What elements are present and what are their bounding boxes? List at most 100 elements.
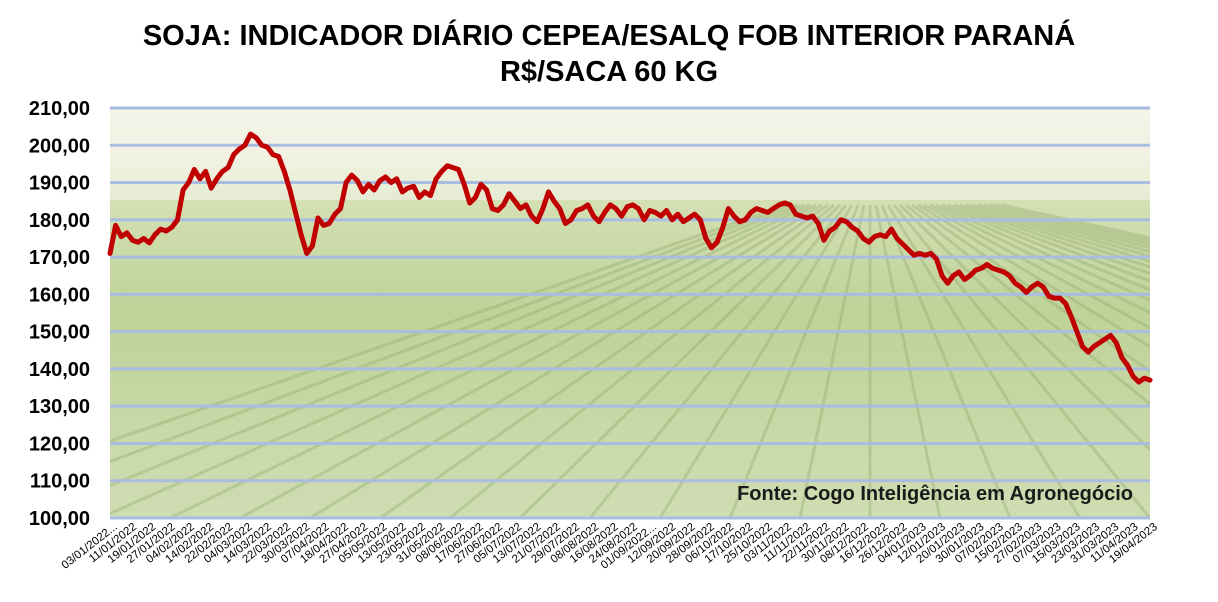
data-point [973, 267, 978, 273]
data-point [799, 213, 804, 219]
data-point [130, 238, 135, 243]
data-point [445, 163, 450, 168]
data-point [984, 262, 990, 267]
data-point [506, 191, 512, 196]
data-point [175, 217, 180, 222]
data-point [602, 210, 607, 215]
data-point [254, 135, 259, 140]
y-tick-label: 120,00 [29, 433, 90, 455]
data-point [1029, 284, 1035, 290]
data-point [878, 232, 883, 237]
data-point [439, 169, 444, 174]
data-point [568, 217, 574, 222]
data-point [670, 217, 675, 222]
data-point [754, 206, 759, 211]
data-point [405, 185, 411, 191]
field-background-image [110, 108, 1150, 518]
data-point [833, 225, 838, 230]
data-point [945, 281, 950, 286]
data-point [838, 217, 843, 222]
data-point [922, 253, 928, 258]
data-point [366, 182, 371, 187]
y-tick-label: 210,00 [29, 98, 90, 120]
data-point [282, 169, 287, 174]
data-point [265, 144, 270, 150]
data-point [743, 217, 748, 222]
data-point [574, 208, 579, 213]
data-point [698, 217, 703, 222]
data-point [827, 228, 832, 234]
data-point [192, 167, 197, 172]
data-point [237, 146, 242, 152]
data-point [653, 210, 658, 215]
data-point [681, 219, 686, 224]
data-point [338, 206, 343, 211]
data-point [1024, 290, 1029, 295]
data-point [580, 206, 585, 211]
data-point [793, 212, 798, 217]
data-point [113, 223, 118, 228]
data-point [169, 225, 174, 230]
data-point [759, 208, 765, 213]
data-point [1052, 295, 1057, 301]
y-tick-label: 140,00 [29, 359, 90, 381]
chart-title: SOJA: INDICADOR DIÁRIO CEPEA/ESALQ FOB I… [0, 18, 1218, 90]
data-point [855, 228, 860, 234]
chart-subtitle: R$/SACA 60 KG [499, 56, 719, 88]
data-point [557, 206, 562, 211]
data-point [889, 226, 894, 232]
data-point [928, 251, 933, 256]
data-point [765, 210, 770, 215]
data-point [703, 236, 709, 241]
y-tick-label: 170,00 [29, 247, 90, 269]
data-point [619, 213, 624, 219]
data-point [276, 154, 281, 159]
data-point [551, 199, 557, 204]
data-point [270, 152, 276, 157]
data-point [433, 176, 439, 181]
data-point [951, 273, 956, 278]
data-point [1080, 344, 1085, 349]
data-point [450, 165, 456, 170]
data-point [776, 202, 782, 208]
data-point [1018, 284, 1023, 290]
data-point [355, 178, 360, 183]
data-point [214, 176, 219, 181]
data-point [816, 221, 821, 226]
data-point [428, 193, 433, 198]
data-point [310, 243, 315, 249]
data-point [467, 200, 472, 206]
data-point [147, 240, 152, 246]
data-point [152, 232, 158, 237]
data-point [782, 200, 787, 206]
data-point [613, 206, 619, 211]
data-point [287, 187, 293, 193]
data-point [804, 215, 810, 221]
data-point [490, 206, 495, 211]
data-point [546, 189, 551, 195]
data-point [529, 213, 534, 219]
data-point [321, 223, 326, 228]
data-point [664, 208, 669, 213]
y-tick-label: 200,00 [29, 135, 90, 157]
data-point [327, 221, 332, 226]
data-point [1097, 340, 1102, 345]
data-point [636, 206, 641, 211]
data-point [304, 251, 309, 256]
data-point [495, 208, 501, 213]
data-point [1074, 329, 1080, 334]
data-point [720, 225, 725, 230]
data-point [535, 219, 540, 224]
data-point [1057, 295, 1063, 301]
data-point [158, 226, 163, 232]
data-point [259, 143, 264, 148]
data-point [180, 187, 186, 193]
data-point [343, 180, 349, 185]
data-point [501, 202, 506, 208]
data-point [242, 143, 248, 148]
data-point [540, 206, 546, 211]
data-point [883, 234, 888, 239]
data-point [849, 225, 855, 230]
y-tick-label: 160,00 [29, 284, 90, 306]
